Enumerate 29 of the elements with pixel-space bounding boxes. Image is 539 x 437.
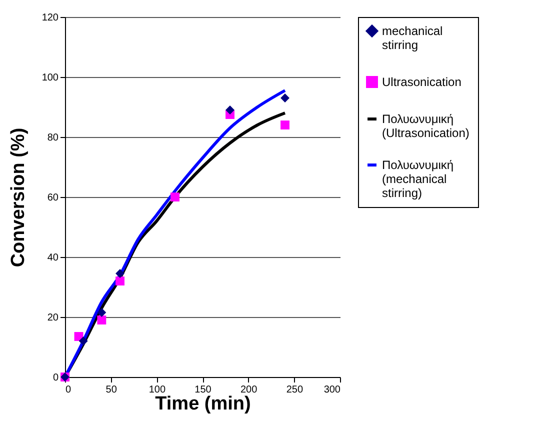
x-tick-label: 100 [148, 384, 166, 396]
y-tick-label: 60 [47, 192, 59, 204]
legend-label: Πολυωνυμική (Ultrasonication) [382, 112, 470, 140]
y-tick-label: 0 [52, 372, 59, 384]
legend-label: Ultrasonication [382, 75, 462, 89]
y-tick-label: 100 [42, 72, 59, 84]
y-tick-label: 40 [47, 252, 59, 264]
legend-label: Πολυωνυμική (mechanical stirring) [382, 158, 454, 200]
point [280, 94, 290, 102]
point [226, 106, 234, 114]
point [280, 120, 290, 130]
point [78, 336, 88, 346]
point [116, 269, 124, 278]
point [97, 316, 106, 324]
x-tick-label: 50 [106, 384, 118, 396]
point [170, 192, 180, 202]
x-tick-label: 200 [240, 384, 258, 396]
x-tick-label: 0 [66, 384, 72, 396]
x-axis-title: Time (min) [155, 394, 251, 414]
x-tick-label: 150 [194, 384, 212, 396]
point [116, 276, 124, 286]
x-tick-label: 250 [286, 384, 304, 396]
y-axis-title: Conversion (%) [8, 128, 29, 268]
legend-label: mechanical stirring [382, 24, 443, 52]
y-tick-label: 20 [47, 312, 59, 324]
y-tick-label: 120 [42, 12, 59, 24]
y-tick-label: 80 [47, 132, 59, 144]
point [97, 308, 106, 317]
x-tick-label: 300 [324, 384, 341, 396]
